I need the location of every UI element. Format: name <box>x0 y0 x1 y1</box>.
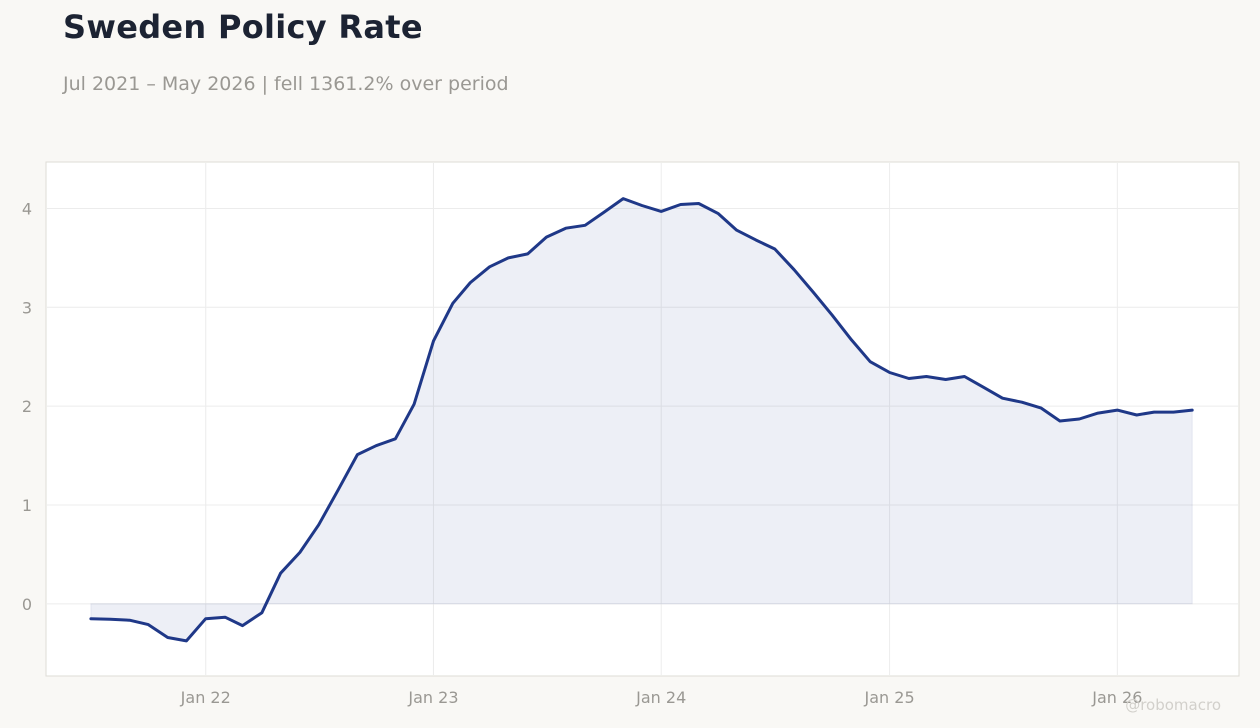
y-tick-label: 1 <box>22 496 32 515</box>
x-axis-ticks: Jan 22 Jan 23 Jan 24 Jan 25 Jan 26 <box>180 688 1143 707</box>
plot-area <box>45 161 1240 677</box>
grid-lines <box>47 163 1238 675</box>
chart-subtitle: Jul 2021 – May 2026 | fell 1361.2% over … <box>63 73 509 95</box>
x-tick-label: Jan 25 <box>864 688 915 707</box>
x-tick-label: Jan 26 <box>1091 688 1142 707</box>
watermark: @robomacro <box>1125 696 1221 714</box>
y-tick-label: 2 <box>22 397 32 416</box>
line-layer <box>89 197 1194 643</box>
x-tick-label: Jan 23 <box>407 688 458 707</box>
y-axis-ticks: 0 1 2 3 4 <box>22 199 32 613</box>
x-tick-label: Jan 22 <box>180 688 231 707</box>
y-tick-label: 0 <box>22 595 32 614</box>
x-tick-label: Jan 24 <box>635 688 686 707</box>
y-tick-label: 3 <box>22 298 32 317</box>
y-tick-label: 4 <box>22 199 32 218</box>
chart-title: Sweden Policy Rate <box>63 8 423 46</box>
series-line <box>89 197 1194 643</box>
